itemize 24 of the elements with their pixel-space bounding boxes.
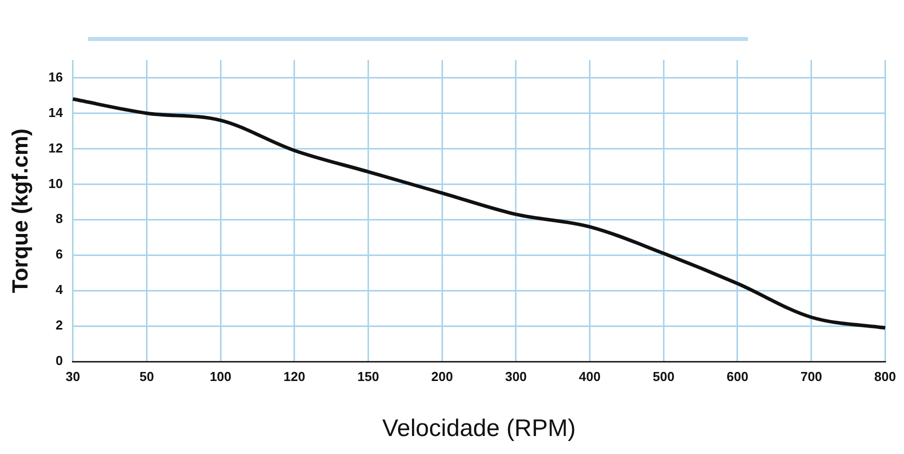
x-tick-label: 120 — [284, 368, 306, 384]
y-tick-label: 2 — [56, 318, 63, 333]
x-tick-label: 100 — [210, 368, 232, 384]
x-tick-label: 50 — [139, 368, 154, 384]
x-tick-label: 500 — [652, 368, 674, 384]
x-tick-label: 400 — [578, 368, 601, 384]
y-tick-label: 4 — [56, 282, 64, 298]
y-tick-label: 8 — [56, 211, 63, 226]
x-tick-label: 700 — [800, 368, 822, 384]
x-axis-title: Velocidade (RPM) — [382, 415, 576, 442]
y-tick-label: 6 — [56, 246, 63, 262]
x-tick-label: 600 — [726, 368, 748, 384]
x-tick-label: 800 — [874, 368, 896, 384]
y-axis-title: Torque (kgf.cm) — [7, 128, 32, 294]
line-series — [71, 97, 887, 330]
x-tick-label: 300 — [505, 368, 527, 384]
y-tick-label: 12 — [48, 140, 63, 156]
x-tick-label: 30 — [66, 368, 80, 384]
x-tick-label: 200 — [431, 368, 453, 384]
y-tick-label: 10 — [48, 176, 63, 191]
y-tick-label: 16 — [48, 69, 63, 84]
x-tick-label: 150 — [357, 368, 380, 384]
y-tick-label: 14 — [48, 104, 64, 120]
y-tick-label: 0 — [56, 353, 63, 368]
